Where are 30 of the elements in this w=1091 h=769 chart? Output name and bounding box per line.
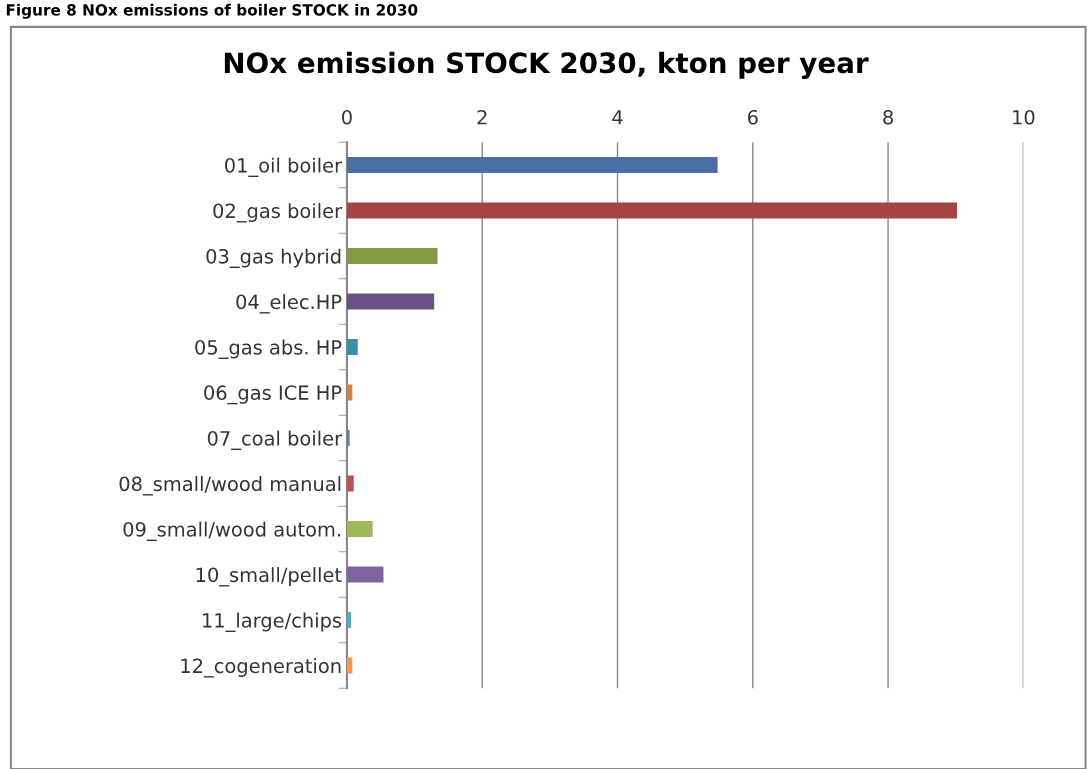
x-tick-label: 6 [747, 109, 758, 125]
y-tick-label: 07_coal boiler [207, 430, 343, 450]
bar [346, 339, 358, 355]
y-tick-label: 04_elec.HP [236, 294, 342, 314]
bar [346, 293, 435, 310]
x-tick-label: 10 [1013, 109, 1035, 125]
y-tick-label: 05_gas abs. HP [195, 339, 342, 359]
y-tick-label: 12_cogeneration [181, 658, 341, 678]
bar [346, 521, 373, 537]
bar [346, 248, 438, 264]
x-tick-label: 4 [612, 110, 623, 125]
y-tick-label: 06_gas ICE HP [204, 385, 342, 405]
chart-title: NOx emission STOCK 2030, kton per year [224, 51, 869, 79]
bar [346, 202, 958, 219]
x-tick-label: 8 [883, 109, 893, 125]
bar [346, 157, 718, 173]
bar [346, 566, 384, 583]
bar [346, 475, 354, 492]
y-tick-label: 08_small/wood manual [119, 476, 341, 496]
caption: Figure 8 NOx emissions of boiler STOCK in 2030 [6, 3, 418, 19]
y-tick-label: 02_gas boiler [213, 203, 343, 223]
x-tick-label: 0 [342, 109, 352, 125]
y-tick-label: 11_large/chips [203, 612, 342, 632]
x-tick-label: 2 [477, 109, 487, 125]
y-tick-label: 03_gas hybrid [206, 248, 341, 268]
bar [346, 430, 350, 446]
y-tick-label: 09_small/wood autom. [123, 521, 340, 541]
y-tick-label: 10_small/pellet [196, 567, 342, 587]
y-tick-label: 01_oil boiler [225, 157, 343, 177]
bar [346, 612, 351, 628]
